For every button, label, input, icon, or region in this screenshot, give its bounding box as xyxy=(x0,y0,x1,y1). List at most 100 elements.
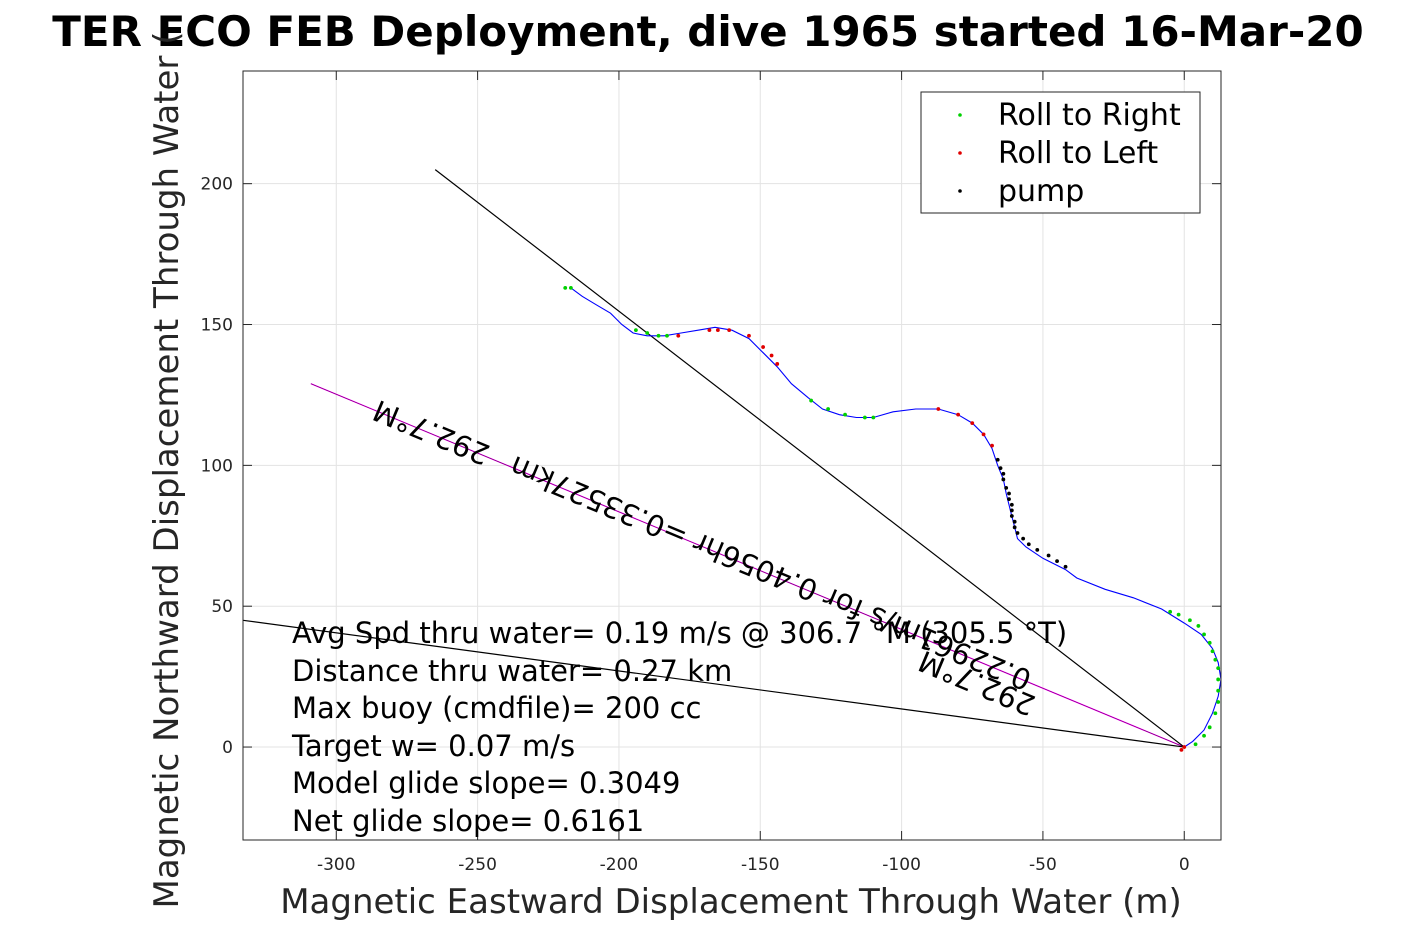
roll-right-marker xyxy=(568,285,573,290)
roll-left-marker xyxy=(676,333,681,338)
roll-right-marker xyxy=(1216,677,1221,682)
roll-right-marker xyxy=(656,333,661,338)
roll-right-marker xyxy=(1216,666,1221,671)
roll-right-marker xyxy=(665,333,669,338)
roll-left-marker xyxy=(715,328,720,333)
roll-right-marker xyxy=(1193,742,1198,747)
roll-left-marker xyxy=(936,407,941,411)
pump-marker xyxy=(1009,508,1014,513)
roll-right-marker xyxy=(563,285,568,290)
black-line-lower xyxy=(243,619,1185,748)
pump-marker xyxy=(1026,542,1031,547)
legend-label-roll-left: Roll to Left xyxy=(998,136,1158,171)
roll-right-marker xyxy=(1188,618,1192,623)
stats-text-block: Avg Spd thru water= 0.19 m/s @ 306.7 °M … xyxy=(291,616,1067,838)
pump-marker xyxy=(1012,525,1017,530)
legend-marker-pump xyxy=(958,189,962,193)
stat-net-glide: Net glide slope= 0.6161 xyxy=(292,804,644,838)
roll-left-marker xyxy=(769,353,774,358)
pump-marker xyxy=(1035,547,1040,552)
pump-marker xyxy=(1012,519,1017,524)
roll-left-marker xyxy=(727,328,732,333)
x-axis-label: Magnetic Eastward Displacement Through W… xyxy=(280,882,1182,922)
roll-left-marker xyxy=(981,432,986,437)
grid xyxy=(243,71,1221,840)
stat-model-glide: Model glide slope= 0.3049 xyxy=(292,766,680,800)
stat-avg-speed: Avg Spd thru water= 0.19 m/s @ 306.7 °M … xyxy=(292,616,1067,650)
black-line-upper xyxy=(434,169,1185,748)
roll-right-marker xyxy=(1213,657,1218,662)
x-tick-label: -300 xyxy=(317,855,356,875)
roll-left-marker xyxy=(990,443,994,448)
pump-marker xyxy=(1007,497,1011,502)
stat-target-w: Target w= 0.07 m/s xyxy=(291,729,575,763)
roll-right-marker xyxy=(862,415,867,420)
roll-right-marker xyxy=(809,398,814,403)
roll-left-marker xyxy=(1179,747,1184,752)
roll-left-marker xyxy=(1182,745,1187,749)
pump-marker xyxy=(995,457,1000,462)
roll-left-marker xyxy=(775,362,780,366)
roll-right-marker xyxy=(843,412,847,417)
roll-right-marker xyxy=(645,331,650,335)
pump-marker xyxy=(1007,491,1011,496)
roll-right-marker xyxy=(1202,632,1206,637)
axes-box xyxy=(242,70,1222,841)
roll-right-marker xyxy=(1210,649,1215,654)
x-tick-label: -100 xyxy=(882,855,921,875)
chart-title: TER ECO FEB Deployment, dive 1965 starte… xyxy=(52,7,1363,56)
pump-marker xyxy=(1046,553,1051,558)
legend-marker-roll-left xyxy=(958,151,962,155)
roll-right-marker xyxy=(1176,612,1181,617)
pump-marker xyxy=(1015,531,1020,535)
pump-marker xyxy=(1009,502,1014,507)
legend-label-roll-right: Roll to Right xyxy=(998,98,1181,133)
x-tick-label: -200 xyxy=(600,855,639,875)
y-tick-label: 100 xyxy=(201,456,233,476)
legend-label-pump: pump xyxy=(998,174,1084,209)
x-tick-label: 0 xyxy=(1179,855,1190,875)
roll-right-marker xyxy=(1207,725,1212,730)
roll-right-marker xyxy=(826,407,831,411)
pump-marker xyxy=(1055,559,1059,564)
roll-right-marker xyxy=(1168,609,1173,614)
heading-line-overlay xyxy=(310,383,1185,748)
roll-left-marker xyxy=(747,333,751,338)
y-tick-label: 200 xyxy=(201,175,233,195)
roll-right-marker xyxy=(1216,700,1221,704)
pump-marker xyxy=(1004,485,1009,490)
pump-marker xyxy=(998,466,1003,471)
roll-right-marker xyxy=(1207,640,1212,645)
roll-right-marker xyxy=(633,328,638,333)
legend-box xyxy=(920,91,1201,214)
pump-marker xyxy=(1021,536,1026,541)
roll-right-marker xyxy=(871,415,876,420)
roll-right-marker xyxy=(1213,711,1218,716)
roll-right-marker xyxy=(1196,624,1201,628)
pump-marker xyxy=(1063,564,1068,569)
roll-right-marker xyxy=(1216,688,1221,693)
data-layer xyxy=(243,169,1221,752)
roll-left-marker xyxy=(707,328,712,333)
x-tick-label: -150 xyxy=(741,855,780,875)
legend: Roll to Right Roll to Left pump xyxy=(920,91,1201,214)
y-tick-label: 50 xyxy=(211,597,233,617)
roll-right-marker xyxy=(1202,733,1206,738)
roll-left-marker xyxy=(761,345,765,349)
y-tick-label: 0 xyxy=(222,738,233,758)
legend-marker-roll-right xyxy=(958,113,962,117)
x-tick-label: -250 xyxy=(458,855,497,875)
y-axis-label: Magnetic Northward Displacement Through … xyxy=(147,32,187,909)
roll-left-marker xyxy=(956,412,961,417)
x-tick-label: -50 xyxy=(1029,855,1057,875)
y-tick-label: 150 xyxy=(201,316,233,336)
pump-marker xyxy=(1001,471,1006,476)
stat-distance: Distance thru water= 0.27 km xyxy=(292,654,732,688)
pump-marker xyxy=(1001,477,1006,482)
dive-track-line xyxy=(570,287,1221,748)
stat-max-buoy: Max buoy (cmdfile)= 200 cc xyxy=(292,691,701,725)
ticks: -300 -250 -200 -150 -100 -50 0 0 50 100 150 200 xyxy=(201,71,1221,875)
pump-marker xyxy=(1009,514,1014,518)
roll-left-marker xyxy=(970,421,975,426)
